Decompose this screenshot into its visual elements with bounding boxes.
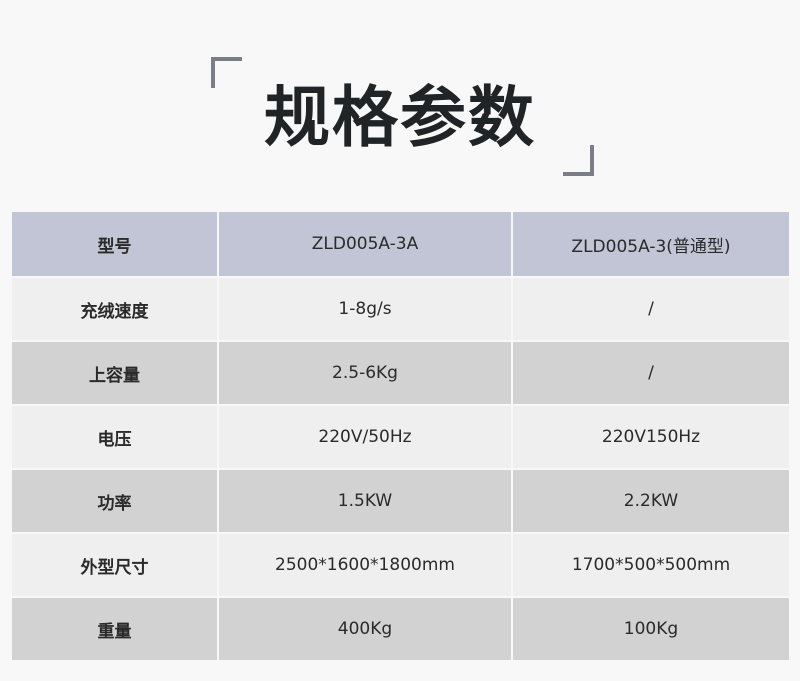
row-label-cell: 功率 — [12, 468, 219, 534]
table-row: 充绒速度 1-8g/s / — [12, 276, 789, 342]
row-label-cell: 上容量 — [12, 340, 219, 406]
value-cell: 2.5-6Kg — [217, 340, 513, 406]
value-cell: / — [511, 276, 789, 342]
header-cell: ZLD005A-3(普通型) — [511, 212, 789, 278]
table-row: 功率 1.5KW 2.2KW — [12, 468, 789, 534]
value-cell: / — [511, 340, 789, 406]
corner-bracket-top-left — [211, 57, 242, 88]
row-label-cell: 重量 — [12, 596, 219, 662]
table-row: 外型尺寸 2500*1600*1800mm 1700*500*500mm — [12, 532, 789, 598]
corner-bracket-bottom-right — [563, 145, 594, 176]
value-cell: 1.5KW — [217, 468, 513, 534]
value-cell: 100Kg — [511, 596, 789, 662]
value-cell: 2.2KW — [511, 468, 789, 534]
row-label-cell: 电压 — [12, 404, 219, 470]
value-cell: 220V/50Hz — [217, 404, 513, 470]
value-cell: 1-8g/s — [217, 276, 513, 342]
row-label-cell: 外型尺寸 — [12, 532, 219, 598]
header-cell: 型号 — [12, 212, 219, 278]
header-cell: ZLD005A-3A — [217, 212, 513, 278]
value-cell: 400Kg — [217, 596, 513, 662]
value-cell: 1700*500*500mm — [511, 532, 789, 598]
spec-table: 型号 ZLD005A-3A ZLD005A-3(普通型) 充绒速度 1-8g/s /… — [12, 212, 789, 662]
table-row: 上容量 2.5-6Kg / — [12, 340, 789, 406]
value-cell: 2500*1600*1800mm — [217, 532, 513, 598]
page-title: 规格参数 — [264, 79, 536, 156]
row-label-cell: 充绒速度 — [12, 276, 219, 342]
value-cell: 220V150Hz — [511, 404, 789, 470]
table-header-row: 型号 ZLD005A-3A ZLD005A-3(普通型) — [12, 212, 789, 278]
table-row: 重量 400Kg 100Kg — [12, 596, 789, 662]
table-row: 电压 220V/50Hz 220V150Hz — [12, 404, 789, 470]
